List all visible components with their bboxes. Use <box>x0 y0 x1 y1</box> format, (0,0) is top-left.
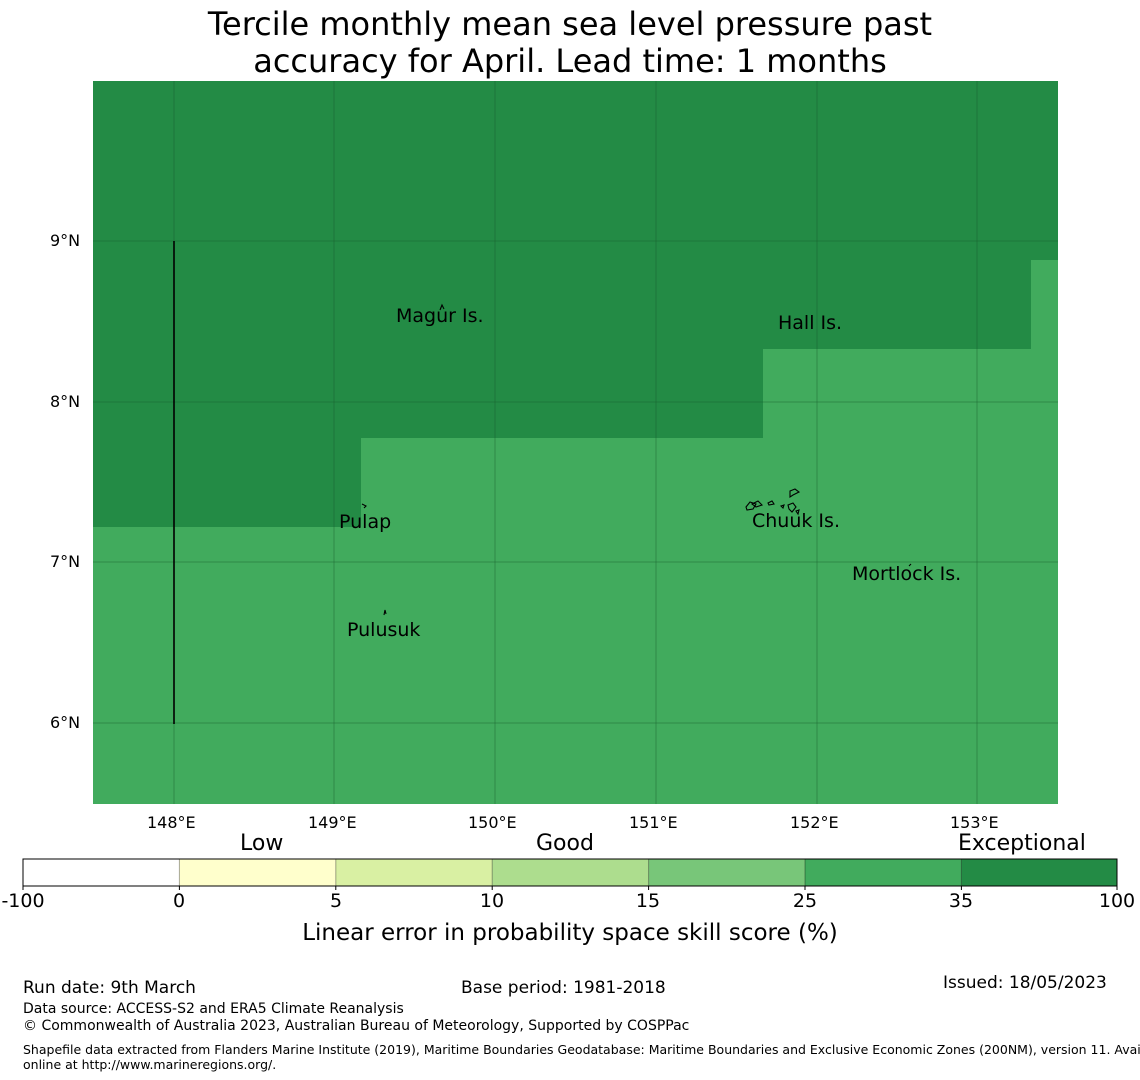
colorbar-segment-1 <box>23 859 180 886</box>
map-panel <box>93 81 1058 804</box>
lon-tick-label: 153°E <box>950 813 999 832</box>
island-chuuk-3 <box>767 500 775 506</box>
island-chuuk-5 <box>789 488 801 499</box>
lon-tick-label: 152°E <box>790 813 839 832</box>
base-period: Base period: 1981-2018 <box>461 978 666 998</box>
issued-date: Issued: 18/05/2023 <box>943 973 1107 993</box>
place-label-magur: Magur Is. <box>396 305 484 327</box>
run-date: Run date: 9th March <box>23 978 196 998</box>
island-chuuk-7 <box>795 509 800 516</box>
colorbar-category-good: Good <box>536 831 594 856</box>
island-magur <box>439 303 445 311</box>
lon-tick-label: 150°E <box>468 813 517 832</box>
shapefile-credit-line-1: Shapefile data extracted from Flanders M… <box>23 1042 1140 1057</box>
colorbar-tick-label: 35 <box>948 890 974 912</box>
colorbar-segment-4 <box>492 859 649 886</box>
place-label-pulap: Pulap <box>339 511 392 533</box>
lon-tick-label: 148°E <box>147 813 196 832</box>
lat-tick-label: 9°N <box>50 231 81 250</box>
colorbar-outline <box>22 858 1118 887</box>
colorbar-tick-label: 100 <box>1098 890 1136 912</box>
island-chuuk-4 <box>779 504 785 510</box>
colorbar-title: Linear error in probability space skill … <box>302 920 838 946</box>
copyright: © Commonwealth of Australia 2023, Austra… <box>23 1018 690 1034</box>
lat-tick-label: 7°N <box>50 552 81 571</box>
colorbar-tick-label: 15 <box>635 890 661 912</box>
colorbar-segment-6 <box>805 859 962 886</box>
colorbar-tick-label: -100 <box>1 890 45 912</box>
shapefile-credit-line-2: online at http://www.marineregions.org/. <box>23 1057 277 1072</box>
colorbar-tick-label: 10 <box>479 890 505 912</box>
lon-tick-label: 149°E <box>308 813 357 832</box>
title-line-1: Tercile monthly mean sea level pressure … <box>207 5 933 43</box>
lat-tick-label: 8°N <box>50 392 81 411</box>
colorbar-segment-3 <box>335 859 493 886</box>
island-chuuk-2 <box>750 500 764 508</box>
colorbar-tick-label: 0 <box>172 890 186 912</box>
island-chuuk-6 <box>787 502 797 513</box>
colorbar-segment-5 <box>648 859 805 886</box>
colorbar-category-low: Low <box>240 831 284 856</box>
island-pulusuk <box>383 609 387 616</box>
place-label-chuuk: Chuuk Is. <box>752 510 840 532</box>
title-line-2: accuracy for April. Lead time: 1 months <box>253 42 887 80</box>
lat-tick-label: 6°N <box>50 713 81 732</box>
lon-tick-label: 151°E <box>629 813 678 832</box>
colorbar-tick-label: 25 <box>792 890 818 912</box>
data-source: Data source: ACCESS-S2 and ERA5 Climate … <box>23 1001 404 1017</box>
colorbar-tick-label: 5 <box>329 890 343 912</box>
colorbar-segment-7 <box>961 859 1118 886</box>
colorbar <box>22 858 1118 890</box>
place-label-hall: Hall Is. <box>778 312 843 334</box>
islands <box>361 303 912 616</box>
colorbar-category-exceptional: Exceptional <box>958 831 1086 856</box>
colorbar-segment-2 <box>179 859 336 886</box>
chart-title: Tercile monthly mean sea level pressure … <box>0 6 1140 80</box>
island-mortlock <box>908 563 912 567</box>
island-pulap <box>361 503 367 509</box>
place-label-mortlock: Mortlock Is. <box>852 563 962 585</box>
place-label-pulusuk: Pulusuk <box>347 619 421 641</box>
